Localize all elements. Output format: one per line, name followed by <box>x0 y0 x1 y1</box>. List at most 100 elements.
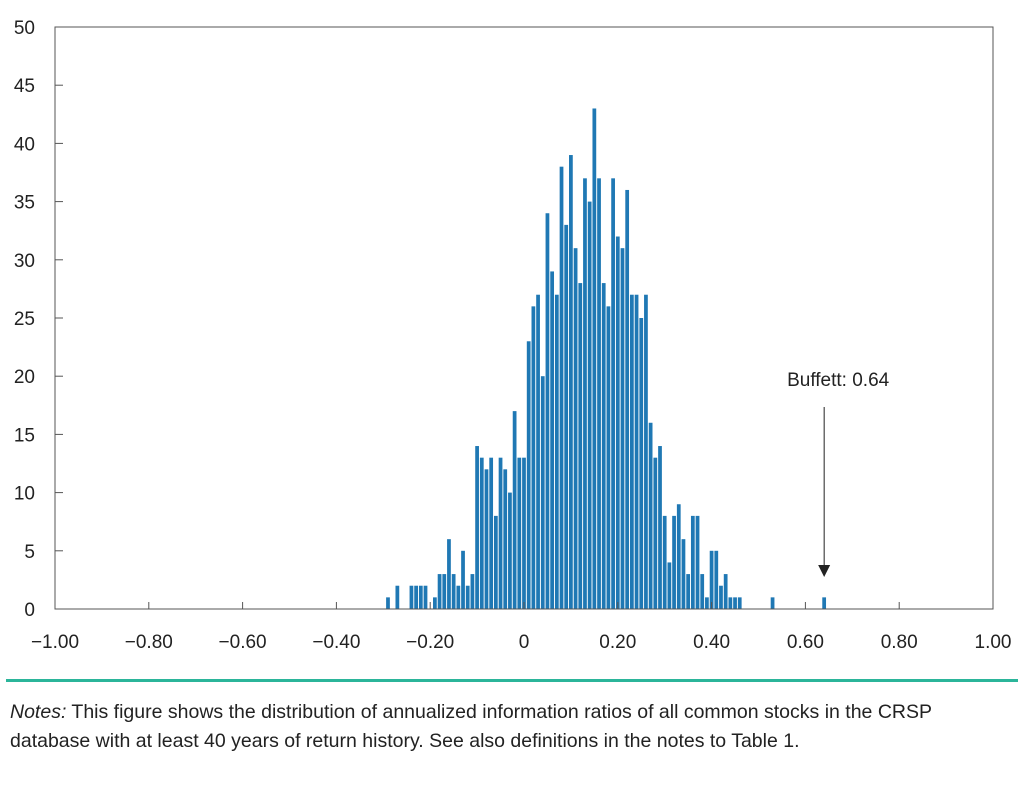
histogram-bar <box>690 515 695 609</box>
histogram-bar <box>512 411 517 609</box>
x-tick-label: 0.40 <box>693 632 730 653</box>
x-tick-label: 0 <box>519 632 530 653</box>
buffett-annotation: Buffett: 0.64 <box>787 370 890 577</box>
x-tick-label: −1.00 <box>31 632 79 653</box>
histogram-bar <box>559 166 564 609</box>
histogram-bar <box>695 515 700 609</box>
histogram-bar <box>475 446 479 609</box>
histogram-bar <box>414 585 418 609</box>
histogram-bar <box>461 550 465 609</box>
histogram-bar <box>723 574 728 609</box>
histogram-bar <box>522 457 526 609</box>
histogram-bar <box>615 236 620 609</box>
x-tick-label: −0.40 <box>312 632 360 653</box>
histogram-bar <box>554 294 559 609</box>
histogram-bar <box>648 422 653 609</box>
histogram-bar <box>625 189 630 609</box>
histogram-bar <box>493 515 498 609</box>
x-tick-label: −0.80 <box>125 632 173 653</box>
histogram-bar <box>822 597 827 609</box>
histogram-bar <box>395 585 400 609</box>
annotation-label: Buffett: 0.64 <box>787 370 890 391</box>
histogram-bar <box>508 492 512 609</box>
histogram-bar <box>644 294 648 609</box>
histogram-bar <box>733 597 737 609</box>
histogram-bar <box>451 574 456 609</box>
histogram-bar <box>442 574 447 609</box>
histogram-bar <box>409 585 414 609</box>
y-tick-label: 5 <box>24 542 35 563</box>
x-axis: −1.00 −0.80 −0.60 −0.40 −0.20 0 0.20 0.40 0.60 0.… <box>31 602 1012 653</box>
y-tick-label: 25 <box>14 309 35 330</box>
notes-text: This figure shows the distribution of an… <box>10 701 932 752</box>
histogram-bar <box>498 457 503 609</box>
histogram-bar <box>601 283 606 609</box>
histogram-bar <box>526 341 531 609</box>
histogram-bar <box>465 585 470 609</box>
histogram-bar <box>653 457 658 609</box>
histogram-bar <box>592 108 597 609</box>
histogram-bar <box>728 597 733 609</box>
x-tick-label: −0.60 <box>219 632 267 653</box>
histogram-bar <box>569 155 573 610</box>
histogram-bar <box>531 306 536 609</box>
histogram-bar <box>573 248 578 609</box>
histogram-bar <box>662 515 667 609</box>
x-tick-label: 1.00 <box>975 632 1012 653</box>
histogram-bar <box>386 597 390 609</box>
notes-divider <box>6 679 1018 682</box>
histogram-bar <box>489 457 494 609</box>
y-tick-label: 40 <box>14 134 35 155</box>
histogram-bar <box>611 178 615 609</box>
histogram-bar <box>587 201 592 609</box>
histogram-bar <box>433 597 437 609</box>
annotation-arrow-head <box>818 565 831 577</box>
histogram-chart: 0 5 10 15 20 25 30 35 40 45 50 −1.00 −0.80 −0.60 −0.4… <box>14 18 1012 653</box>
histogram-bar <box>709 550 714 609</box>
y-tick-label: 30 <box>14 251 35 272</box>
histogram-bar <box>681 539 686 609</box>
histogram-bar <box>770 597 775 609</box>
y-tick-label: 0 <box>24 600 35 621</box>
x-tick-label: 0.80 <box>881 632 918 653</box>
histogram-bar <box>634 294 639 609</box>
histogram-bar <box>620 248 625 609</box>
histogram-bar <box>700 574 705 609</box>
y-tick-label: 15 <box>14 425 35 446</box>
histogram-bar <box>437 574 442 609</box>
histogram-bar <box>597 178 601 609</box>
histogram-bar <box>705 597 709 609</box>
y-axis: 0 5 10 15 20 25 30 35 40 45 50 <box>14 18 63 621</box>
histogram-bar <box>578 283 583 609</box>
histogram-bar <box>629 294 634 609</box>
histogram-bar <box>418 585 423 609</box>
y-tick-label: 20 <box>14 367 35 388</box>
histogram-bar <box>550 271 555 609</box>
histogram-bar <box>484 469 489 609</box>
histogram-bar <box>672 515 676 609</box>
histogram-bar <box>737 597 742 609</box>
y-tick-label: 10 <box>14 484 35 505</box>
histogram-bar <box>676 504 681 609</box>
histogram-bar <box>606 306 611 609</box>
histogram-bar <box>686 574 691 609</box>
histogram-bar <box>536 294 540 609</box>
histogram-bar <box>423 585 428 609</box>
y-tick-label: 35 <box>14 193 35 214</box>
histogram-bar <box>447 539 451 609</box>
y-tick-label: 50 <box>14 18 35 39</box>
histogram-bar <box>667 562 672 609</box>
histogram-bar <box>714 550 719 609</box>
histogram-bar <box>564 224 569 609</box>
y-tick-label: 45 <box>14 76 35 97</box>
x-tick-label: 0.60 <box>787 632 824 653</box>
histogram-bar <box>583 178 587 609</box>
figure-notes: Notes: This figure shows the distributio… <box>10 698 1010 756</box>
histogram-bar <box>545 213 550 610</box>
histogram-bar <box>719 585 723 609</box>
histogram-bar <box>639 318 644 609</box>
histogram-bar <box>517 457 522 609</box>
histogram-bar <box>470 574 475 609</box>
histogram-bars <box>386 108 827 610</box>
notes-label: Notes: <box>10 701 67 723</box>
